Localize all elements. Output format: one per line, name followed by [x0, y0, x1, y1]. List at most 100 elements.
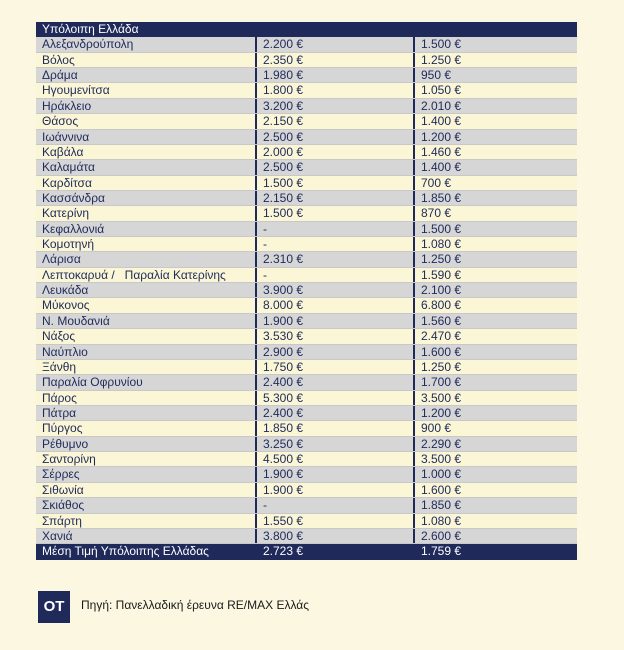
table-cell: 2.400 € [255, 405, 413, 421]
table-cell: Θάσος [42, 114, 79, 129]
table-cell: Δράμα [42, 68, 78, 83]
table-cell: Πύργος [42, 421, 83, 436]
table-cell: 1.900 € [255, 313, 413, 329]
table-cell: 1.200 € [413, 405, 577, 421]
table-cell: 2.900 € [255, 344, 413, 359]
table-cell: Ρέθυμνο [42, 436, 89, 451]
header-cell: Υπόλοιπη Ελλάδα [42, 22, 139, 36]
table-row: Καβάλα 2.000 €1.460 € [36, 144, 577, 161]
table-row: Σαντορίνη 4.500 €3.500 € [36, 452, 577, 468]
table: Υπόλοιπη Ελλάδα Αλεξανδρούπολη 2.200 €1.50… [36, 22, 577, 560]
table-cell: Λεπτοκαρυά / Παραλία Κατερίνης [42, 267, 226, 282]
table-row: Λεπτοκαρυά / Παραλία Κατερίνης -1.590 € [36, 267, 577, 284]
table-row: Σπάρτη 1.550 €1.080 € [36, 513, 577, 529]
header-cell [413, 22, 577, 38]
table-cell: Κασσάνδρα [42, 190, 105, 205]
table-cell: Σέρρες [42, 467, 80, 482]
table-cell: 2.500 € [255, 160, 413, 175]
table-row: Πάτρα 2.400 €1.200 € [36, 405, 577, 422]
table-cell: Κομοτηνή [42, 237, 95, 252]
footer-row: Μέση Τιμή Υπόλοιπης Ελλάδας 2.723 €1.759 … [36, 544, 577, 560]
table-cell: 1.900 € [255, 482, 413, 498]
table-cell: 1.590 € [413, 267, 577, 283]
table-cell: Κατερίνη [42, 206, 90, 221]
table-cell: Καρδίτσα [42, 175, 92, 190]
table-cell: 870 € [413, 206, 577, 221]
table-cell: 2.600 € [413, 528, 577, 544]
table-cell: 2.200 € [255, 37, 413, 52]
table-cell: Παραλία Οφρυνίου [42, 375, 143, 390]
table-cell: 2.100 € [413, 283, 577, 298]
table-row: Κεφαλλονιά -1.500 € [36, 221, 577, 238]
table-cell: 1.250 € [413, 52, 577, 68]
table-cell: Λάρισα [42, 252, 81, 267]
table-cell: 1.400 € [413, 114, 577, 129]
table-cell: 1.500 € [255, 175, 413, 190]
table-cell: 6.800 € [413, 298, 577, 313]
footer-cell: 1.759 € [413, 544, 577, 560]
table-cell: 2.500 € [255, 129, 413, 144]
table-cell: - [255, 498, 413, 513]
table-cell: 1.750 € [255, 359, 413, 375]
table-cell: Ξάνθη [42, 359, 77, 374]
table-cell: 1.900 € [255, 467, 413, 482]
table-cell: 8.000 € [255, 298, 413, 313]
table-row: Καλαμάτα 2.500 €1.400 € [36, 160, 577, 176]
header-row: Υπόλοιπη Ελλάδα [36, 22, 577, 38]
table-row: Αλεξανδρούπολη 2.200 €1.500 € [36, 37, 577, 53]
table-cell: 2.150 € [255, 190, 413, 206]
table-cell: 1.850 € [255, 421, 413, 436]
table-cell: 1.080 € [413, 513, 577, 528]
table-cell: 2.290 € [413, 436, 577, 452]
table-cell: Βόλος [42, 52, 75, 67]
table-cell: 1.460 € [413, 144, 577, 160]
table-row: Ναύπλιο 2.900 €1.600 € [36, 344, 577, 360]
table-row: Σέρρες 1.900 €1.000 € [36, 467, 577, 483]
table-cell: Ηγουμενίτσα [42, 83, 110, 98]
table-cell: 1.200 € [413, 129, 577, 144]
table-cell: 2.150 € [255, 114, 413, 129]
table-cell: Μύκονος [42, 298, 90, 313]
table-cell: 3.500 € [413, 452, 577, 467]
table-cell: Πάρος [42, 390, 77, 405]
table-row: Μύκονος 8.000 €6.800 € [36, 298, 577, 314]
table-cell: Ιωάννινα [42, 129, 90, 144]
table-row: Παραλία Οφρυνίου 2.400 €1.700 € [36, 375, 577, 391]
table-cell: 1.500 € [413, 37, 577, 52]
table-row: Ηγουμενίτσα 1.800 €1.050 € [36, 83, 577, 99]
footer-cell: 2.723 € [255, 544, 413, 560]
table-cell: Χανιά [42, 528, 73, 543]
table-cell: 5.300 € [255, 390, 413, 405]
table-cell: Πάτρα [42, 405, 77, 420]
table-cell: 2.470 € [413, 329, 577, 344]
table-cell: 3.200 € [255, 98, 413, 114]
table-row: Σιθωνία 1.900 €1.600 € [36, 482, 577, 499]
table-cell: Νάξος [42, 329, 76, 344]
table-cell: Καβάλα [42, 144, 84, 159]
table-cell: Καλαμάτα [42, 160, 95, 175]
table-cell: 4.500 € [255, 452, 413, 467]
table-cell: 1.250 € [413, 252, 577, 267]
table-row: Λάρισα 2.310 €1.250 € [36, 252, 577, 268]
table-row: Σκιάθος -1.850 € [36, 498, 577, 514]
table-row: Ν. Μουδανιά 1.900 €1.560 € [36, 313, 577, 330]
table-cell: Ηράκλειο [42, 98, 92, 113]
table-cell: 3.800 € [255, 528, 413, 544]
table-row: Καρδίτσα 1.500 €700 € [36, 175, 577, 191]
table-row: Κασσάνδρα 2.150 €1.850 € [36, 190, 577, 207]
table-cell: Αλεξανδρούπολη [42, 37, 134, 52]
footer-cell: Μέση Τιμή Υπόλοιπης Ελλάδας [42, 544, 209, 559]
table-cell: 1.600 € [413, 482, 577, 498]
table-cell: Σκιάθος [42, 498, 85, 513]
table-cell: 2.350 € [255, 52, 413, 68]
table-cell: - [255, 267, 413, 283]
table-row: Δράμα 1.980 €950 € [36, 68, 577, 84]
table-cell: 1.800 € [255, 83, 413, 98]
table-cell: - [255, 237, 413, 252]
table-cell: 3.530 € [255, 329, 413, 344]
table-cell: 3.500 € [413, 390, 577, 405]
table-cell: - [255, 221, 413, 237]
table-cell: 1.700 € [413, 375, 577, 390]
table-cell: 2.000 € [255, 144, 413, 160]
table-cell: 3.250 € [255, 436, 413, 452]
